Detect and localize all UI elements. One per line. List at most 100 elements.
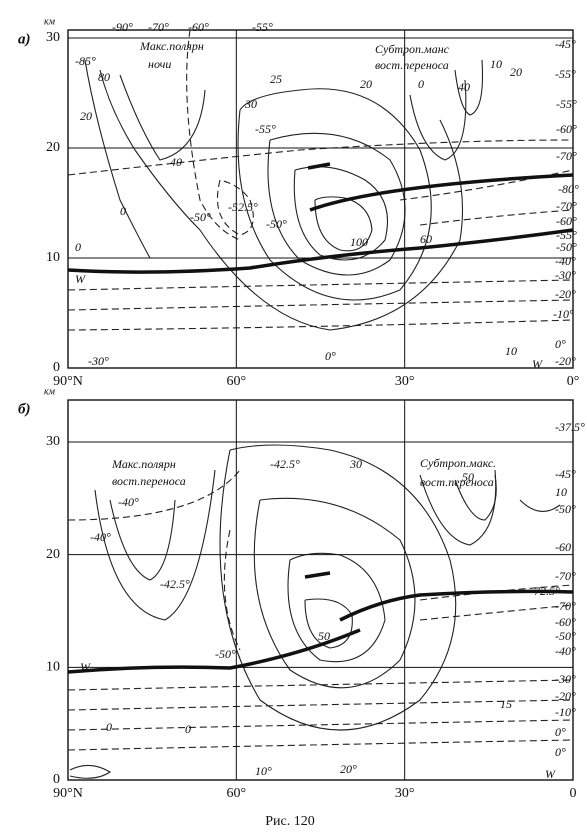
x-tick-label: 60° xyxy=(227,786,247,801)
contour-label: W xyxy=(545,767,556,781)
contour-label: 10° xyxy=(255,764,272,778)
contour-label: -30° xyxy=(555,672,576,686)
contour-label: -85° xyxy=(75,54,96,68)
contour-label: 50 xyxy=(462,470,474,484)
contour-label: 20° xyxy=(340,762,357,776)
contour-label: -60° xyxy=(188,20,209,34)
contour-label: -42.5° xyxy=(160,577,190,591)
contour-label: -10° xyxy=(553,307,574,321)
panel-b-contours xyxy=(67,399,574,781)
contour-label: -55° xyxy=(556,228,577,242)
y-tick-label: 20 xyxy=(46,140,60,155)
y-tick-label: 0 xyxy=(53,360,60,375)
contour-label: -20° xyxy=(555,287,576,301)
contour-label: -30° xyxy=(555,268,576,282)
contour-label: -10° xyxy=(555,705,576,719)
contour-label: 0 xyxy=(185,722,191,736)
contour-label: -55° xyxy=(252,20,273,34)
contour-label: -50° xyxy=(556,240,577,254)
contour-label: -80° xyxy=(558,182,579,196)
contour-label: 10 xyxy=(505,344,517,358)
contour-label: 10 xyxy=(490,57,502,71)
x-tick-label: 90°N xyxy=(53,374,83,389)
contour-label: 0 xyxy=(75,240,81,254)
contour-label: -60° xyxy=(556,214,577,228)
contour-label: 25 xyxy=(270,72,282,86)
contour-label: -20° xyxy=(555,689,576,703)
contour-label: 0 xyxy=(106,720,112,734)
contour-label: 20 xyxy=(510,65,522,79)
x-tick-label: 30° xyxy=(395,374,415,389)
contour-label: -70° xyxy=(148,20,169,34)
y-tick-label: 20 xyxy=(46,547,60,562)
contour-label: -50° xyxy=(215,647,236,661)
contour-label: Субтроп.манс xyxy=(375,42,450,56)
contour-label: 0° xyxy=(555,745,566,759)
contour-label: 100 xyxy=(350,235,368,249)
x-tick-label: 30° xyxy=(395,786,415,801)
contour-label: -60 xyxy=(555,540,571,554)
contour-label: W xyxy=(532,357,543,371)
contour-label: W xyxy=(75,272,86,286)
x-tick-label: 90°N xyxy=(53,786,83,801)
contour-label: 30 xyxy=(349,457,362,471)
caption: Рис. 120 xyxy=(265,814,315,829)
contour-label: 0 xyxy=(120,204,126,218)
contour-label: -70° xyxy=(555,569,576,583)
contour-label: -60° xyxy=(556,122,577,136)
contour-label: -50° xyxy=(266,217,287,231)
contour-label: -40° xyxy=(555,644,576,658)
contour-label: -40° xyxy=(90,530,111,544)
contour-label: ночи xyxy=(148,57,171,71)
contour-label: -50° xyxy=(555,629,576,643)
contour-label: вост.переноса xyxy=(420,475,494,489)
contour-label: -55° xyxy=(255,122,276,136)
contour-label: -45° xyxy=(555,467,576,481)
contour-label: 60 xyxy=(420,232,432,246)
contour-label: -37.5° xyxy=(555,420,585,434)
x-tick-label: 60° xyxy=(227,374,247,389)
contour-label: -40° xyxy=(118,495,139,509)
contour-label: 0° xyxy=(555,337,566,351)
contour-label: -20° xyxy=(555,354,576,368)
contour-label: -40° xyxy=(555,254,576,268)
contour-label: -72.5° xyxy=(530,584,560,598)
contour-label: 40 xyxy=(170,155,182,169)
x-tick-label: 0° xyxy=(567,374,580,389)
contour-label: -70° xyxy=(556,199,577,213)
contour-label: -55° xyxy=(556,97,577,111)
x-tick-label: 0 xyxy=(570,786,577,801)
contour-label: -90° xyxy=(112,20,133,34)
panel-label: б) xyxy=(18,401,30,417)
contour-label: 0° xyxy=(325,349,336,363)
contour-label: W xyxy=(80,660,91,674)
contour-label: 40 xyxy=(458,80,470,94)
panel-label: а) xyxy=(18,31,31,47)
contour-label: -70° xyxy=(555,599,576,613)
contour-label: -60° xyxy=(555,615,576,629)
contour-label: вост.переноса xyxy=(112,474,186,488)
contour-label: -30° xyxy=(88,354,109,368)
contour-label: 0 xyxy=(418,77,424,91)
contour-label: -70° xyxy=(556,149,577,163)
contour-label: 10 xyxy=(555,485,567,499)
contour-label: 20 xyxy=(360,77,372,91)
contour-label: -45° xyxy=(555,37,576,51)
contour-label: -55° xyxy=(555,67,576,81)
panel-a-contours xyxy=(67,29,574,369)
contour-label: 50 xyxy=(318,629,330,643)
contour-label: 15 xyxy=(500,697,512,711)
contour-label: 20 xyxy=(80,109,92,123)
y-tick-label: 30 xyxy=(46,30,60,45)
contour-label: Макс.полярн xyxy=(111,457,176,471)
y-tick-label: 30 xyxy=(46,434,60,449)
contour-label: -52.5° xyxy=(228,200,258,214)
axis-unit: км xyxy=(44,16,56,27)
contour-label: Субтроп.макс. xyxy=(420,456,496,470)
contour-label: -42.5° xyxy=(270,457,300,471)
y-tick-label: 10 xyxy=(46,250,60,265)
axis-unit: км xyxy=(44,386,56,397)
contour-label: Макс.полярн xyxy=(139,39,204,53)
contour-label: 0° xyxy=(555,725,566,739)
